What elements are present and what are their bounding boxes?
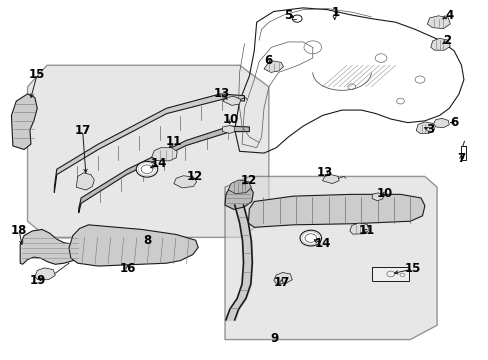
Polygon shape bbox=[79, 126, 249, 213]
Text: 1: 1 bbox=[331, 6, 340, 19]
Polygon shape bbox=[76, 173, 94, 190]
Circle shape bbox=[136, 161, 158, 177]
Polygon shape bbox=[228, 180, 251, 194]
Polygon shape bbox=[27, 65, 268, 237]
Text: 14: 14 bbox=[314, 237, 330, 250]
Polygon shape bbox=[11, 94, 37, 149]
Text: 12: 12 bbox=[186, 170, 203, 183]
Polygon shape bbox=[322, 175, 338, 184]
Circle shape bbox=[292, 15, 302, 22]
Polygon shape bbox=[224, 176, 436, 339]
Text: 2: 2 bbox=[443, 34, 450, 48]
Polygon shape bbox=[433, 118, 448, 128]
Polygon shape bbox=[54, 94, 244, 193]
Polygon shape bbox=[371, 193, 382, 201]
Polygon shape bbox=[415, 122, 434, 134]
Polygon shape bbox=[173, 176, 196, 188]
Text: 5: 5 bbox=[284, 9, 292, 22]
Text: 3: 3 bbox=[425, 123, 433, 136]
Text: 15: 15 bbox=[29, 68, 45, 81]
Text: 6: 6 bbox=[449, 116, 457, 129]
FancyBboxPatch shape bbox=[371, 267, 408, 281]
Text: 16: 16 bbox=[119, 262, 135, 275]
Text: 11: 11 bbox=[358, 224, 374, 238]
Text: 4: 4 bbox=[444, 9, 452, 22]
Text: 13: 13 bbox=[316, 166, 332, 179]
Text: 8: 8 bbox=[142, 234, 151, 247]
Text: 7: 7 bbox=[456, 152, 465, 165]
Text: 10: 10 bbox=[222, 113, 239, 126]
Polygon shape bbox=[349, 223, 368, 234]
Text: 10: 10 bbox=[376, 187, 392, 200]
Polygon shape bbox=[248, 194, 424, 227]
Text: 11: 11 bbox=[165, 135, 182, 148]
Polygon shape bbox=[430, 39, 449, 50]
Polygon shape bbox=[224, 184, 253, 210]
Text: 17: 17 bbox=[74, 124, 91, 137]
Text: 19: 19 bbox=[29, 274, 46, 287]
Text: 12: 12 bbox=[240, 174, 256, 187]
Text: 17: 17 bbox=[273, 276, 289, 289]
Text: 6: 6 bbox=[263, 54, 271, 67]
Text: 13: 13 bbox=[213, 87, 229, 100]
Bar bbox=[460, 146, 465, 160]
Polygon shape bbox=[273, 273, 292, 283]
Text: 9: 9 bbox=[270, 332, 278, 345]
Text: 15: 15 bbox=[404, 262, 421, 275]
Text: 18: 18 bbox=[11, 224, 27, 238]
Polygon shape bbox=[427, 16, 449, 29]
Circle shape bbox=[300, 230, 321, 246]
Polygon shape bbox=[69, 225, 198, 266]
Text: 14: 14 bbox=[151, 157, 167, 170]
Polygon shape bbox=[264, 61, 283, 72]
Polygon shape bbox=[223, 96, 240, 105]
Polygon shape bbox=[20, 229, 80, 264]
Polygon shape bbox=[222, 126, 234, 134]
Polygon shape bbox=[35, 268, 55, 280]
Polygon shape bbox=[152, 148, 177, 161]
